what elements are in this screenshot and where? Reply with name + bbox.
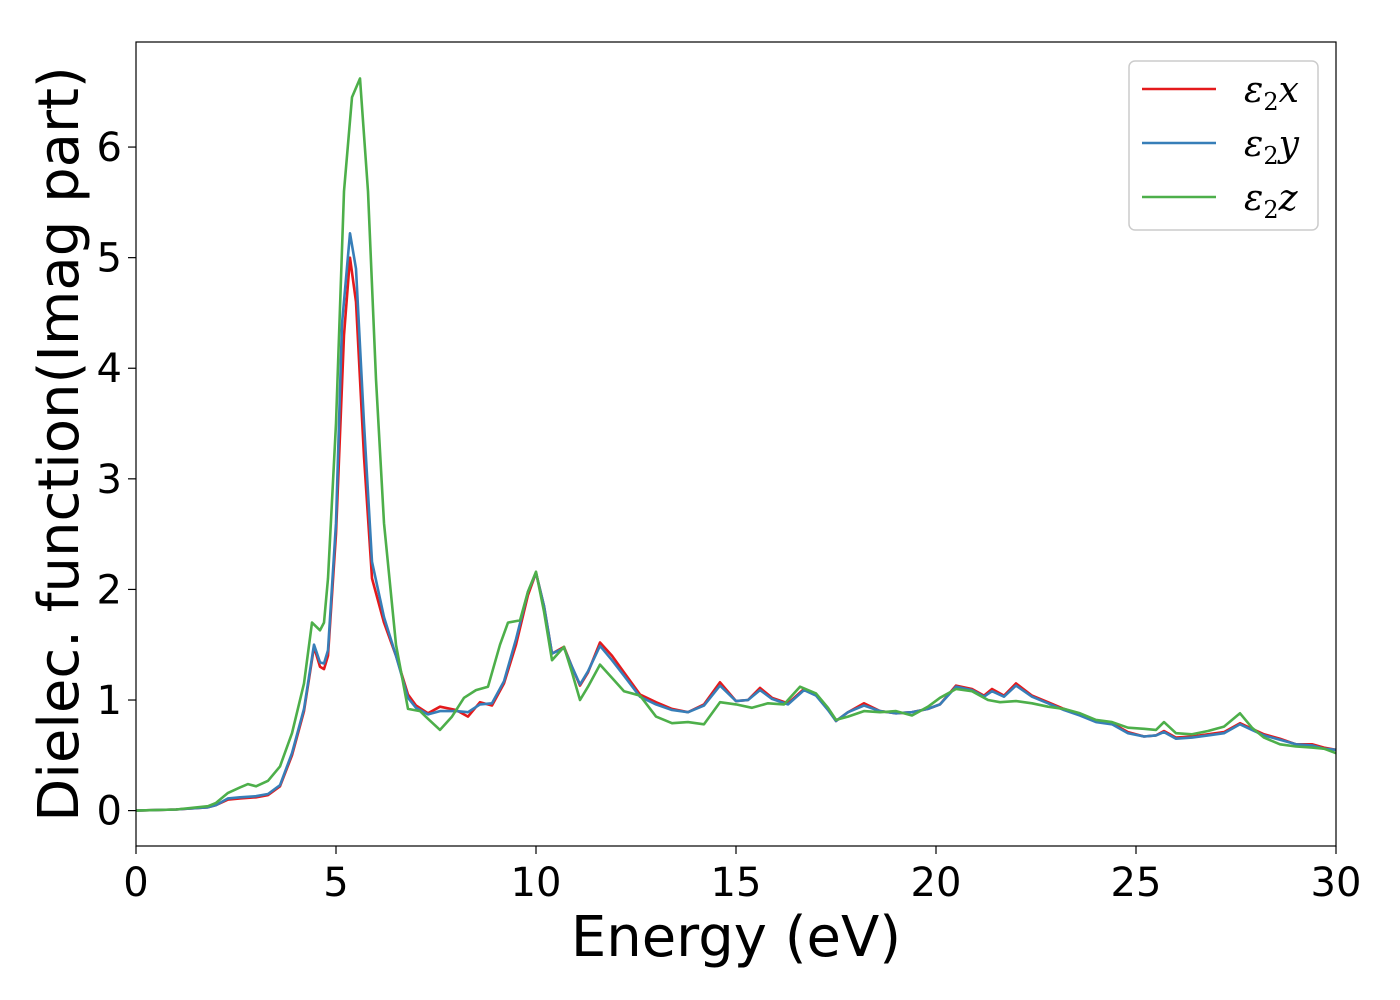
y-tick-label: 4 [97,346,122,392]
x-tick-label: 20 [911,860,962,906]
y-tick-label: 0 [97,789,122,835]
series-line-z [136,77,1336,812]
x-tick-label: 0 [123,860,148,906]
x-tick-label: 25 [1111,860,1162,906]
x-tick-label: 15 [711,860,762,906]
series-line-y [136,232,1336,812]
legend: ε2x ε2y ε2z [1128,60,1319,231]
y-tick-label: 3 [97,457,122,503]
legend-entry: ε2z [1244,178,1299,224]
series-layer [136,77,1336,812]
x-tick-label: 10 [511,860,562,906]
legend-entry: ε2x [1244,70,1299,116]
x-tick-label: 30 [1311,860,1362,906]
x-axis: 0 5 10 15 20 25 30 [123,846,1361,906]
y-tick-label: 1 [97,678,122,724]
legend-entry: ε2y [1244,124,1300,170]
x-tick-label: 5 [323,860,348,906]
y-axis-label: Dielec. function(Imag part) [27,66,92,822]
y-tick-label: 2 [97,567,122,613]
y-axis: 0 1 2 3 4 5 6 [97,125,136,835]
legend-box [1128,60,1319,231]
x-axis-label: Energy (eV) [571,905,901,970]
y-tick-label: 5 [97,236,122,282]
y-tick-label: 6 [97,125,122,171]
